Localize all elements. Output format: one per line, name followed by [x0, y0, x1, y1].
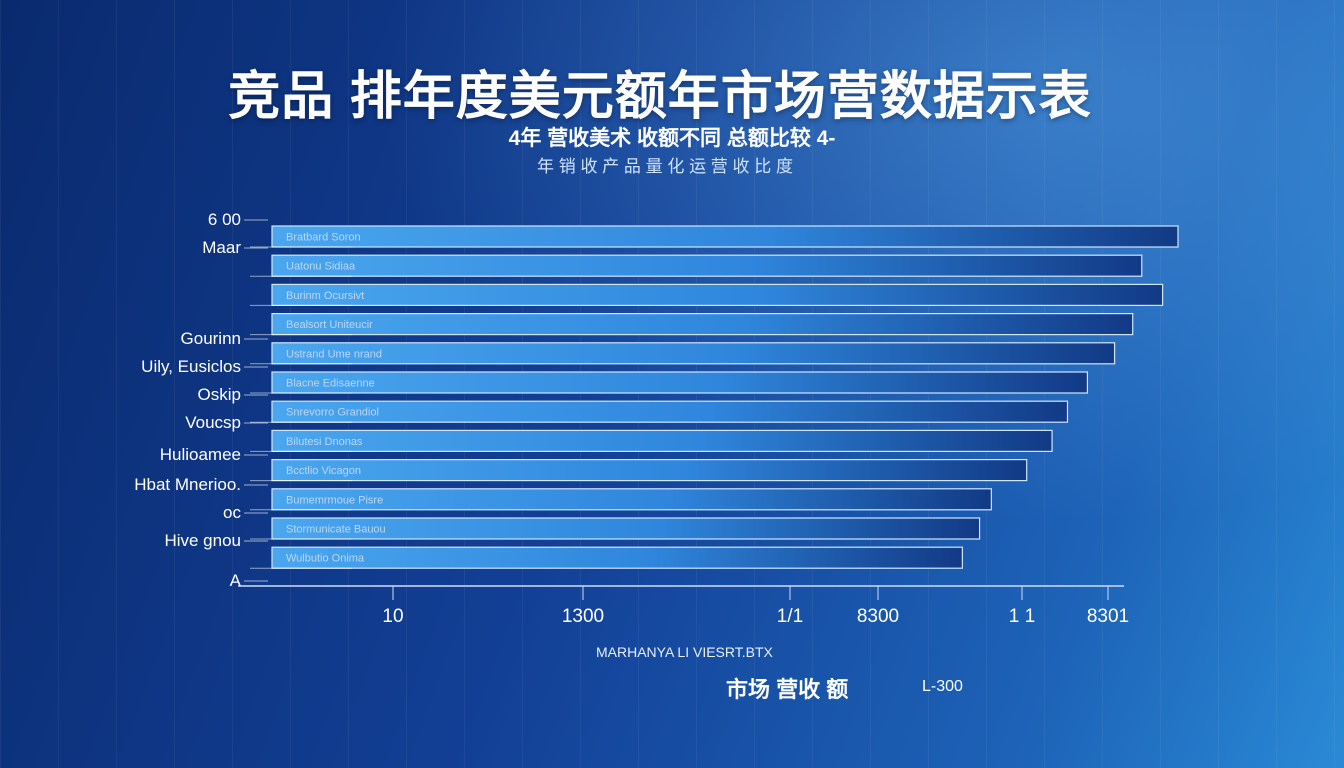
y-axis-label: Hive gnou	[164, 531, 241, 550]
y-axis-label: Gourinn	[181, 329, 241, 348]
bars-group: Bratbard Soron Uatonu Sidiaa Burinm Ocursi…	[250, 225, 1179, 569]
x-axis-tick-label: 8300	[857, 606, 899, 627]
bar-label: Bealsort Uniteucir	[286, 319, 373, 331]
x-axis-tick-label: 1/1	[777, 606, 803, 627]
bar	[271, 488, 992, 511]
bar-label: Bcctlio Vicagon	[286, 465, 361, 477]
y-axis-label: A	[230, 571, 242, 590]
bar	[271, 313, 1134, 336]
bar-label: Uatonu Sidiaa	[286, 261, 356, 273]
x-axis-note: L-300	[922, 678, 963, 695]
y-axis-label: Voucsp	[185, 413, 241, 432]
bar-label: Bratbard Soron	[286, 232, 361, 244]
y-axis-label: Hbat Mnerioo.	[134, 475, 241, 494]
bar-label: Bilutesi Dnonas	[286, 436, 363, 448]
y-axis-label: Hulioamee	[160, 445, 241, 464]
chart-subtitle: 4年 营收美术 收额不同 总额比较 4-	[508, 127, 836, 150]
bar	[271, 283, 1164, 306]
x-axis: 10 1300 1/1 8300 1 1 8301	[238, 585, 1129, 627]
x-axis-label: MARHANYA LI VIESRT.BTX	[596, 644, 773, 660]
y-axis-label: oc	[223, 503, 241, 522]
bar-label: Burinm Ocursivt	[286, 290, 364, 302]
y-axis-label: 6 00	[208, 210, 241, 229]
y-axis-label: Oskip	[198, 385, 241, 404]
x-axis-tick-label: 8301	[1087, 606, 1129, 627]
left-labels-group: 6 00 Maar Gourinn Uily, Eusiclos Oskip Voucsp…	[134, 210, 268, 590]
chart-subtitle-secondary: 年 销 收 产 品 量 化 运 营 收 比 度	[537, 157, 793, 176]
bar-label: Blacne Edisaenne	[286, 378, 375, 390]
bar-label: Wulbutio Onima	[286, 553, 365, 565]
bar-label: Snrevorro Grandiol	[286, 407, 379, 419]
bar	[271, 546, 963, 569]
bar	[271, 342, 1116, 365]
bar	[271, 517, 981, 540]
bar	[271, 429, 1053, 452]
x-axis-tick-label: 1300	[562, 606, 604, 627]
x-axis-subtitle: 市场 营收 额	[726, 677, 849, 702]
bar	[271, 254, 1143, 277]
bar	[271, 371, 1089, 394]
bar-label: Stormunicate Bauou	[286, 524, 386, 536]
y-axis-label: Uily, Eusiclos	[141, 357, 241, 376]
y-axis-label: Maar	[202, 238, 241, 257]
bar	[271, 400, 1069, 423]
bar	[271, 459, 1028, 482]
x-axis-tick-label: 1 1	[1009, 606, 1035, 627]
bar-label: Bumemrmoue Pisre	[286, 494, 383, 506]
bar-label: Ustrand Ume nrand	[286, 348, 382, 360]
x-axis-tick-label: 10	[382, 606, 403, 627]
chart-title: 竞品 排年度美元额年市场营数据示表	[228, 68, 1092, 126]
bar	[271, 225, 1179, 248]
